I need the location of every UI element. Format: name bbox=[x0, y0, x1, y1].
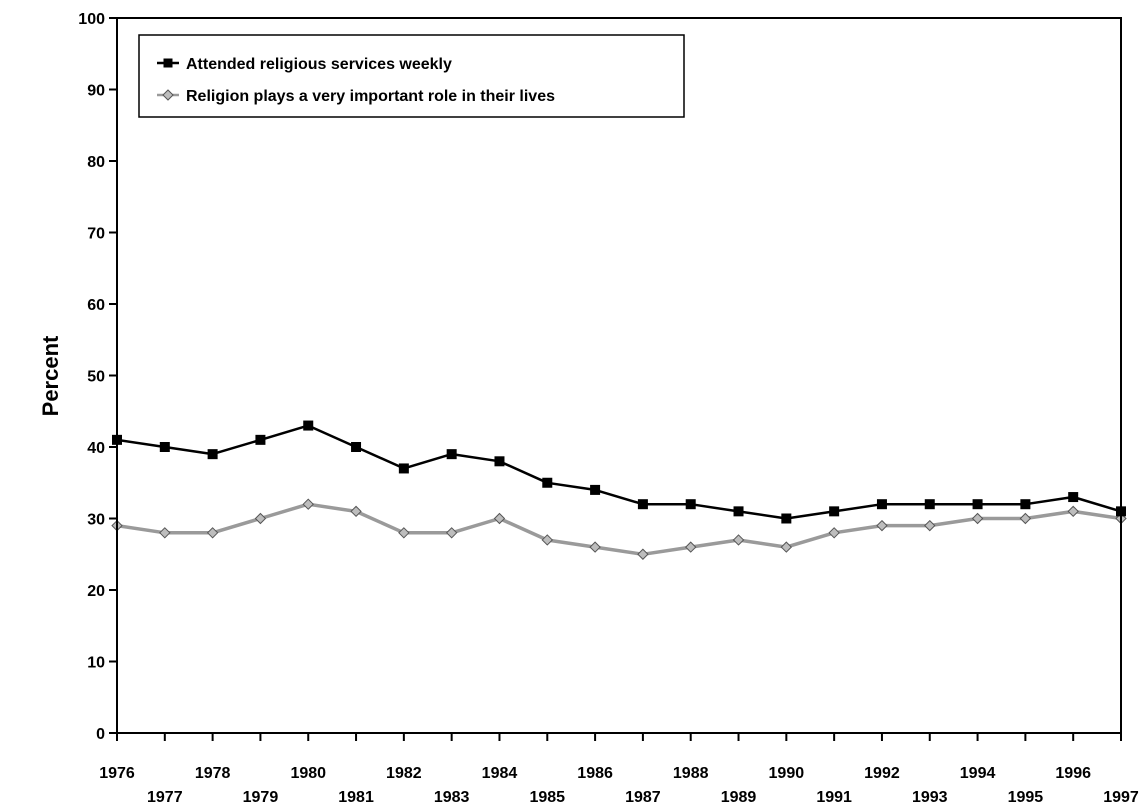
y-tick-label: 100 bbox=[78, 11, 105, 28]
x-tick-label: 1977 bbox=[147, 789, 183, 805]
data-point-diamond bbox=[445, 527, 458, 539]
data-point-diamond bbox=[876, 519, 888, 532]
x-tick-label: 1979 bbox=[243, 789, 279, 805]
data-point-diamond bbox=[637, 548, 649, 560]
data-point-diamond bbox=[589, 541, 601, 553]
y-tick-label: 30 bbox=[87, 512, 105, 529]
y-tick-label: 60 bbox=[87, 297, 105, 314]
data-point-square bbox=[255, 434, 266, 445]
data-point-square bbox=[781, 513, 792, 524]
y-tick-label: 70 bbox=[87, 226, 105, 243]
data-point-square bbox=[303, 420, 314, 431]
data-point-diamond bbox=[732, 534, 745, 546]
y-axis-ticks: 0 10 20 30 40 50 60 70 80 90 100 bbox=[78, 11, 117, 743]
x-tick-label: 1993 bbox=[912, 789, 948, 805]
data-point-square bbox=[398, 463, 409, 474]
data-point-square bbox=[1068, 492, 1079, 503]
y-tick-label: 80 bbox=[87, 154, 105, 171]
data-point-square bbox=[542, 477, 553, 488]
data-point-square bbox=[972, 499, 983, 510]
data-point-square bbox=[207, 449, 218, 460]
legend: Attended religious services weekly Relig… bbox=[138, 34, 685, 118]
x-tick-label: 1976 bbox=[99, 765, 135, 782]
legend-label-attended: Attended religious services weekly bbox=[186, 56, 452, 73]
data-point-square bbox=[733, 506, 744, 517]
data-point-diamond bbox=[541, 534, 553, 546]
legend-label-religion: Religion plays a very important role in … bbox=[186, 88, 555, 105]
x-tick-label: 1982 bbox=[386, 765, 422, 782]
x-tick-label: 1981 bbox=[338, 789, 374, 805]
data-point-square bbox=[494, 456, 505, 467]
x-tick-label: 1991 bbox=[816, 789, 852, 805]
y-tick-label: 90 bbox=[87, 83, 105, 100]
data-point-diamond bbox=[685, 541, 697, 553]
x-tick-label: 1985 bbox=[529, 789, 565, 805]
data-point-diamond bbox=[1067, 505, 1079, 518]
x-tick-label: 1988 bbox=[673, 765, 709, 782]
data-point-square bbox=[924, 499, 935, 510]
data-point-diamond bbox=[350, 505, 362, 518]
legend-marker-diamond bbox=[162, 89, 174, 101]
x-tick-label: 1978 bbox=[195, 765, 231, 782]
data-point-square bbox=[1020, 499, 1031, 510]
x-tick-label: 1980 bbox=[290, 765, 326, 782]
data-point-diamond bbox=[254, 512, 267, 525]
x-tick-label: 1987 bbox=[625, 789, 661, 805]
data-point-diamond bbox=[971, 512, 984, 525]
y-tick-label: 20 bbox=[87, 583, 105, 600]
data-point-diamond bbox=[206, 527, 219, 539]
x-tick-label: 1989 bbox=[721, 789, 757, 805]
data-point-square bbox=[685, 499, 696, 510]
legend-marker-square bbox=[163, 58, 173, 68]
data-point-square bbox=[159, 442, 170, 452]
data-point-square bbox=[590, 484, 601, 495]
y-tick-label: 10 bbox=[87, 655, 105, 672]
series-line-religion bbox=[116, 502, 1122, 557]
x-tick-label: 1995 bbox=[1008, 789, 1044, 805]
y-tick-label: 40 bbox=[87, 440, 105, 457]
data-point-square bbox=[637, 499, 648, 510]
data-point-diamond bbox=[924, 519, 936, 532]
data-point-diamond bbox=[398, 527, 410, 539]
x-tick-label: 1984 bbox=[482, 765, 518, 782]
legend-box bbox=[138, 34, 685, 118]
plot-frame bbox=[116, 17, 1122, 734]
data-point-square bbox=[351, 442, 362, 452]
data-point-diamond bbox=[828, 527, 840, 539]
data-point-diamond bbox=[1019, 512, 1032, 525]
data-point-square bbox=[446, 449, 457, 460]
series-line-attended bbox=[116, 424, 1122, 520]
x-tick-label: 1994 bbox=[960, 765, 996, 782]
x-tick-label: 1990 bbox=[769, 765, 805, 782]
data-point-square bbox=[829, 506, 840, 517]
data-point-diamond bbox=[159, 527, 171, 539]
x-tick-label: 1997 bbox=[1103, 789, 1139, 805]
x-tick-label: 1983 bbox=[434, 789, 470, 805]
series-group bbox=[111, 420, 1127, 560]
y-tick-label: 50 bbox=[87, 369, 105, 386]
data-point-diamond bbox=[302, 498, 314, 510]
x-tick-label: 1986 bbox=[577, 765, 613, 782]
x-tick-label: 1996 bbox=[1055, 765, 1091, 782]
y-axis-label: Percent bbox=[38, 335, 63, 416]
data-point-diamond bbox=[493, 512, 506, 525]
data-point-diamond bbox=[780, 541, 793, 553]
y-tick-label: 0 bbox=[96, 726, 105, 743]
x-axis-ticks: 1976 1977 1978 1979 1980 1981 1982 1983 1984 1985… bbox=[99, 733, 1139, 805]
x-tick-label: 1992 bbox=[864, 765, 900, 782]
data-point-square bbox=[876, 499, 887, 510]
